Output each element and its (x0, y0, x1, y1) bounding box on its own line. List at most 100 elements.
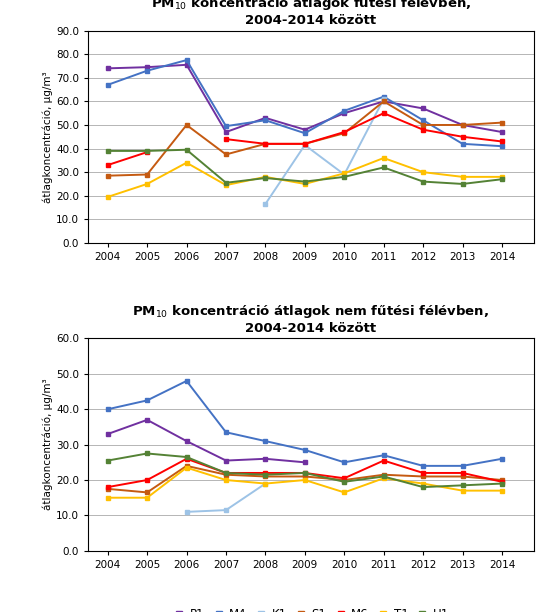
M4 (341, 458, 348, 466)
M4 (499, 455, 505, 463)
T1 (144, 494, 151, 501)
T1 (459, 173, 466, 181)
Y-axis label: átlagkoncentráció, µg/m³: átlagkoncentráció, µg/m³ (43, 71, 53, 203)
Line: H1: H1 (105, 451, 504, 490)
T1 (262, 173, 269, 181)
P1 (144, 64, 151, 71)
P1 (262, 455, 269, 463)
S1 (341, 476, 348, 483)
Line: S1: S1 (105, 99, 504, 178)
M4 (262, 116, 269, 124)
S1 (262, 140, 269, 147)
M4 (381, 93, 387, 100)
H1 (144, 450, 151, 457)
T1 (381, 474, 387, 482)
H1 (144, 147, 151, 155)
S1 (301, 140, 308, 147)
Line: K1: K1 (184, 481, 268, 514)
T1 (104, 193, 111, 201)
S1 (223, 471, 229, 479)
T1 (341, 170, 348, 177)
S1 (262, 473, 269, 480)
T1 (420, 480, 426, 487)
H1 (499, 480, 505, 487)
T1 (341, 489, 348, 496)
H1 (381, 473, 387, 480)
M4 (183, 56, 190, 64)
P1 (499, 129, 505, 136)
S1 (223, 151, 229, 158)
H1 (420, 178, 426, 185)
P1 (420, 105, 426, 112)
H1 (420, 483, 426, 491)
H1 (262, 174, 269, 182)
Line: M6: M6 (105, 457, 504, 490)
H1 (459, 482, 466, 489)
Line: M6: M6 (105, 150, 150, 168)
T1 (223, 181, 229, 188)
P1 (341, 110, 348, 117)
Line: M4: M4 (105, 378, 504, 468)
S1 (104, 485, 111, 493)
K1 (381, 95, 387, 103)
M6 (381, 457, 387, 465)
Line: M4: M4 (105, 58, 504, 149)
K1 (262, 200, 269, 207)
T1 (301, 476, 308, 483)
H1 (223, 179, 229, 187)
Line: T1: T1 (105, 155, 504, 200)
T1 (381, 154, 387, 162)
T1 (183, 464, 190, 471)
H1 (301, 469, 308, 477)
T1 (223, 476, 229, 483)
M6 (144, 149, 151, 156)
M4 (104, 81, 111, 89)
S1 (341, 130, 348, 137)
S1 (301, 473, 308, 480)
Line: K1: K1 (263, 97, 386, 206)
S1 (420, 121, 426, 129)
P1 (144, 416, 151, 424)
M4 (459, 462, 466, 469)
H1 (459, 181, 466, 188)
Line: S1: S1 (105, 463, 504, 495)
P1 (223, 457, 229, 465)
H1 (341, 478, 348, 485)
S1 (381, 471, 387, 479)
M6 (223, 469, 229, 477)
M4 (144, 67, 151, 75)
Title: PM$_{10}$ koncentráció átlagok nem fűtési félévben,
2004-2014 között: PM$_{10}$ koncentráció átlagok nem fűtés… (132, 302, 490, 335)
S1 (183, 462, 190, 469)
H1 (301, 178, 308, 185)
S1 (420, 473, 426, 480)
M6 (420, 469, 426, 477)
M4 (499, 143, 505, 150)
H1 (104, 457, 111, 465)
Legend: P1, M4, K1, S1, M6, T1, H1: P1, M4, K1, S1, M6, T1, H1 (167, 603, 454, 612)
Line: P1: P1 (105, 417, 307, 465)
M6 (104, 162, 111, 169)
H1 (341, 173, 348, 181)
M4 (381, 452, 387, 459)
P1 (104, 65, 111, 72)
M4 (420, 462, 426, 469)
M4 (262, 438, 269, 445)
M6 (499, 478, 505, 485)
T1 (459, 487, 466, 494)
T1 (499, 487, 505, 494)
P1 (381, 98, 387, 105)
M6 (104, 483, 111, 491)
P1 (459, 121, 466, 129)
M4 (183, 377, 190, 384)
Line: P1: P1 (105, 62, 504, 135)
H1 (223, 469, 229, 477)
M4 (104, 406, 111, 413)
K1 (223, 507, 229, 514)
H1 (262, 471, 269, 479)
Line: T1: T1 (105, 465, 504, 500)
K1 (301, 141, 308, 149)
P1 (183, 61, 190, 69)
S1 (104, 172, 111, 179)
M4 (223, 428, 229, 436)
T1 (420, 168, 426, 176)
